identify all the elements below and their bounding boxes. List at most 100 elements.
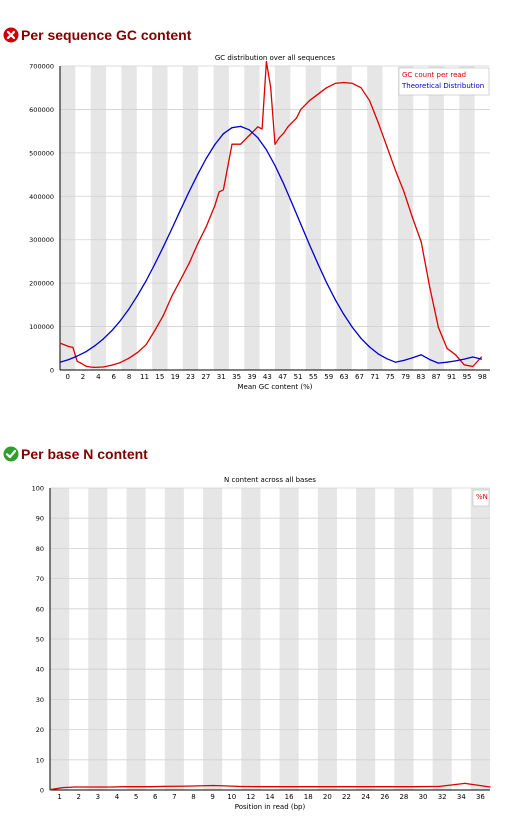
- x-tick-label: 14: [266, 793, 275, 801]
- data-point: [124, 786, 127, 788]
- x-tick-label: 39: [248, 373, 257, 381]
- data-point: [338, 786, 340, 788]
- y-tick-label: 90: [36, 515, 44, 523]
- data-point: [231, 143, 233, 145]
- data-point: [334, 299, 336, 301]
- data-point: [93, 345, 95, 347]
- data-point: [360, 87, 362, 89]
- x-tick-label: 83: [416, 373, 425, 381]
- y-tick-label: 700000: [29, 63, 54, 71]
- data-point: [162, 785, 164, 787]
- data-point: [188, 191, 190, 193]
- y-tick-label: 50: [36, 636, 44, 644]
- data-point: [363, 786, 365, 788]
- data-point: [154, 330, 156, 332]
- data-point: [136, 352, 138, 354]
- grid-band: [152, 66, 168, 370]
- x-tick-label: 1: [57, 793, 61, 801]
- x-tick-label: 98: [478, 373, 487, 381]
- x-tick-label: 9: [210, 793, 214, 801]
- y-tick-label: 200000: [29, 280, 54, 288]
- data-point: [80, 362, 83, 365]
- data-point: [111, 364, 113, 366]
- data-point: [102, 338, 104, 340]
- n-content-section-header: Per base N content: [3, 443, 148, 465]
- data-point: [489, 786, 491, 788]
- data-point: [248, 134, 250, 137]
- chart-legend: GC count per read Theoretical Distributio…: [398, 67, 490, 96]
- checkmark-circle-icon: [3, 446, 19, 462]
- data-point: [420, 354, 422, 356]
- x-tick-label: 8: [191, 793, 195, 801]
- x-tick-label: 51: [294, 373, 303, 381]
- data-point: [137, 786, 139, 788]
- x-tick-label: 35: [232, 373, 241, 381]
- data-point: [119, 320, 121, 322]
- data-point: [351, 326, 353, 329]
- gc-content-section-title: Per sequence GC content: [21, 27, 192, 43]
- x-tick-label: 63: [340, 373, 349, 381]
- y-tick-label: 40: [36, 666, 44, 674]
- data-point: [128, 308, 130, 310]
- x-tick-label: 12: [246, 793, 255, 801]
- data-point: [265, 149, 267, 151]
- y-tick-label: 0: [50, 367, 54, 375]
- x-tick-label: 23: [186, 373, 195, 381]
- data-point: [76, 360, 78, 362]
- x-tick-label: 3: [96, 793, 100, 801]
- data-point: [205, 226, 207, 228]
- data-point: [265, 61, 267, 63]
- grid-band: [213, 66, 229, 370]
- data-point: [394, 169, 396, 171]
- data-point: [317, 93, 319, 95]
- data-point: [214, 205, 216, 207]
- data-point: [261, 128, 263, 130]
- x-tick-label: 18: [304, 793, 313, 801]
- x-tick-label: 71: [370, 373, 379, 381]
- data-point: [317, 263, 319, 265]
- data-point: [326, 87, 328, 89]
- x-tick-label: 28: [399, 793, 408, 801]
- y-tick-label: 500000: [29, 149, 54, 157]
- data-point: [205, 157, 207, 160]
- x-tick-label: 15: [155, 373, 164, 381]
- x-tick-label: 30: [419, 793, 428, 801]
- data-point: [394, 361, 396, 363]
- data-point: [49, 789, 51, 791]
- x-tick-label: 5: [134, 793, 138, 801]
- x-tick-label: 67: [355, 373, 364, 381]
- n-content-chart: N content across all bases 0 10 20 30 40 50 60 7…: [32, 476, 491, 811]
- x-tick-label: 79: [401, 373, 410, 381]
- grid-band: [397, 66, 414, 370]
- data-point: [360, 337, 362, 339]
- x-tick-label: 4: [96, 373, 101, 381]
- data-point: [145, 280, 147, 282]
- data-point: [222, 189, 224, 191]
- data-point: [420, 241, 422, 243]
- data-point: [377, 353, 379, 355]
- y-tick-label: 0: [40, 787, 44, 795]
- data-point: [455, 360, 457, 362]
- data-point: [72, 346, 74, 349]
- y-tick-label: 600000: [29, 106, 54, 114]
- data-point: [274, 164, 276, 167]
- data-point: [87, 786, 89, 788]
- data-point: [412, 357, 414, 359]
- data-point: [257, 126, 259, 128]
- data-point: [187, 785, 189, 787]
- legend-entry: %N: [476, 493, 488, 501]
- data-point: [263, 786, 265, 788]
- data-point: [61, 786, 64, 789]
- data-point: [68, 345, 70, 348]
- data-point: [237, 785, 240, 787]
- data-point: [403, 359, 405, 362]
- data-point: [300, 108, 302, 111]
- data-point: [386, 145, 388, 147]
- data-point: [231, 127, 233, 129]
- data-point: [85, 351, 87, 353]
- x-tick-label: 20: [323, 793, 332, 801]
- y-tick-label: 400000: [29, 193, 54, 201]
- data-point: [68, 358, 70, 361]
- data-point: [326, 282, 328, 284]
- data-point: [386, 358, 388, 360]
